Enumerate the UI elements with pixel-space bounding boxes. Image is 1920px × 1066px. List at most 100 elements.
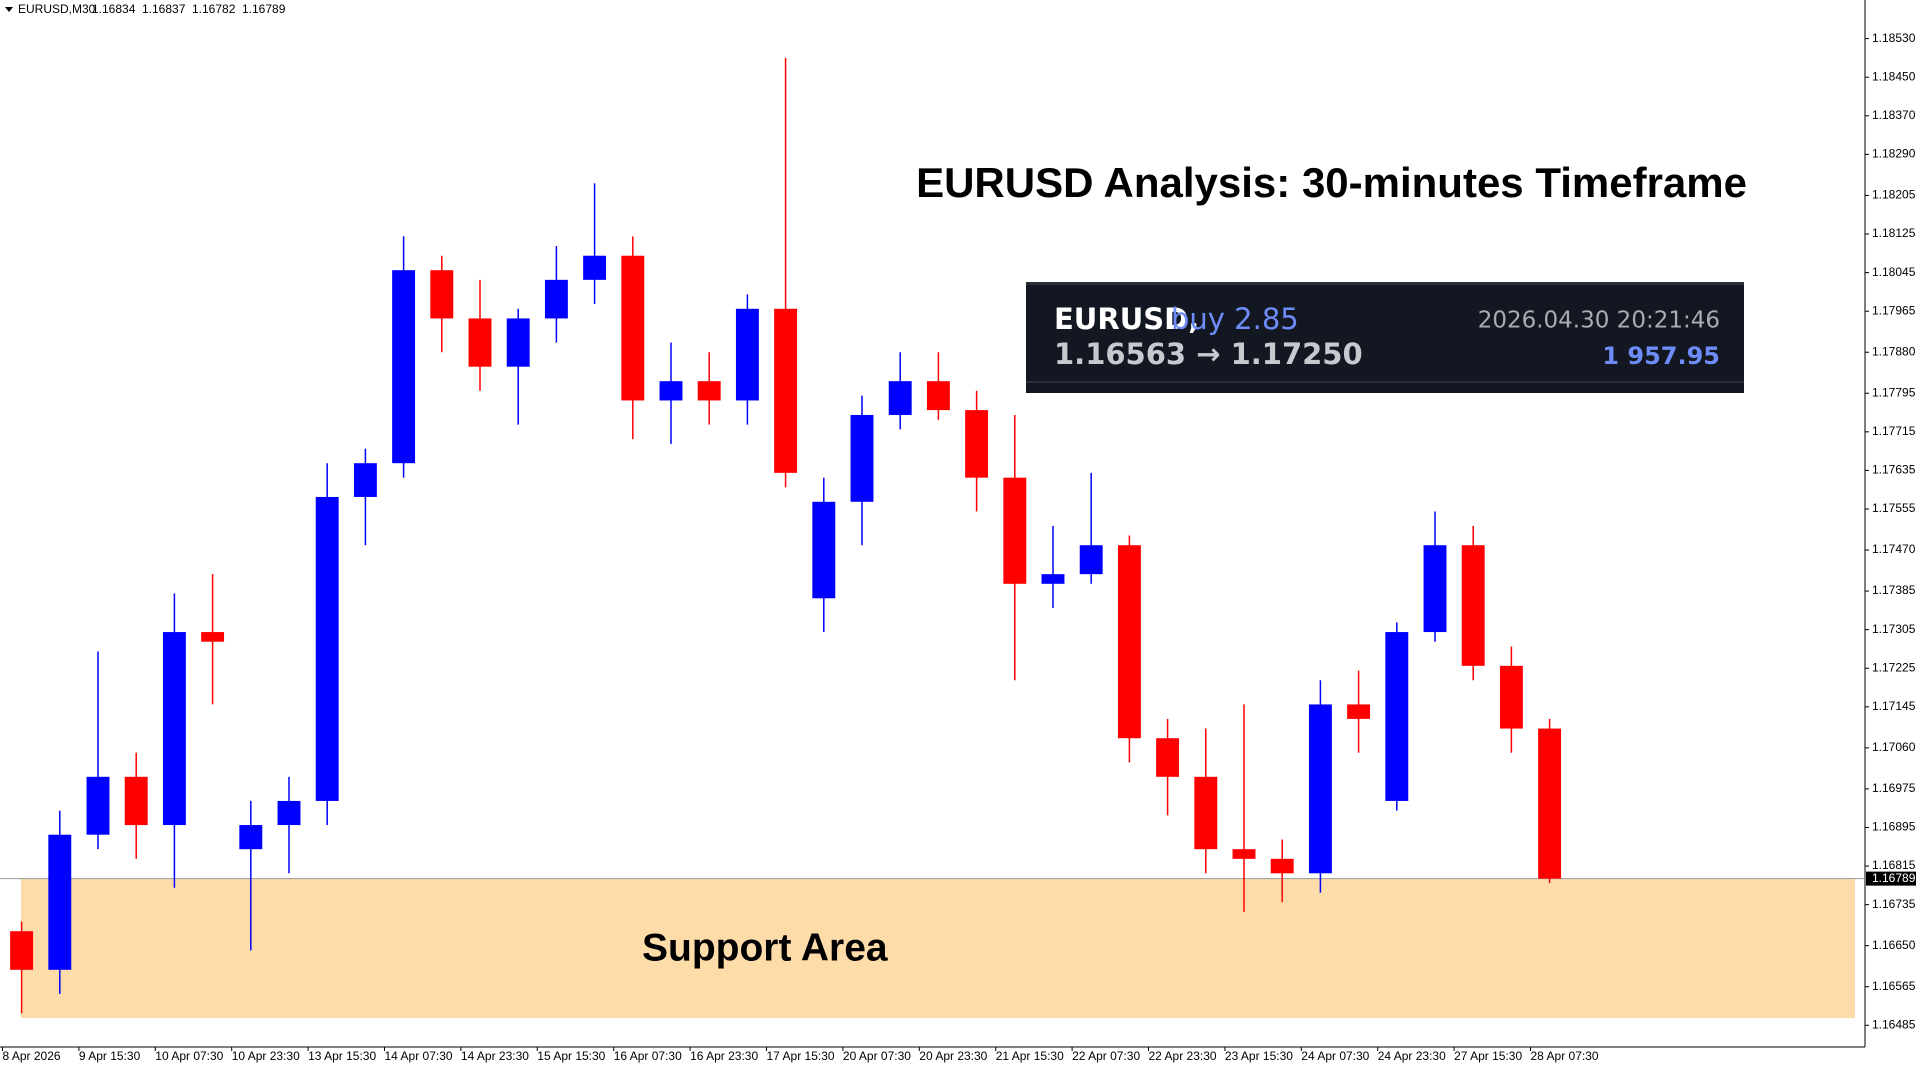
candle-body <box>735 308 759 401</box>
candle-body <box>86 776 110 835</box>
candle-body <box>1308 704 1332 874</box>
candle-body <box>1385 632 1409 801</box>
y-tick-label: 1.17965 <box>1872 303 1916 317</box>
x-tick-label: 24 Apr 07:30 <box>1301 1049 1369 1063</box>
y-tick-label: 1.16735 <box>1872 897 1916 911</box>
candle-body <box>1461 545 1485 666</box>
candle-body <box>1232 849 1256 859</box>
y-tick-label: 1.17145 <box>1872 699 1916 713</box>
x-tick-label: 24 Apr 23:30 <box>1378 1049 1446 1063</box>
candle-body <box>1538 728 1562 879</box>
x-tick-label: 13 Apr 15:30 <box>308 1049 376 1063</box>
y-tick-label: 1.18450 <box>1872 69 1916 83</box>
candle-body <box>1003 477 1027 584</box>
y-tick-label: 1.16815 <box>1872 858 1916 872</box>
candle-body <box>353 463 377 497</box>
x-tick-label: 9 Apr 15:30 <box>79 1049 141 1063</box>
candle-body <box>48 834 72 970</box>
y-tick-label: 1.17555 <box>1872 501 1916 515</box>
candle-body <box>774 308 798 473</box>
candle-body <box>506 318 530 367</box>
panel-time: 2026.04.30 20:21:46 <box>1478 308 1720 334</box>
candle-body <box>1041 574 1065 584</box>
x-tick-label: 21 Apr 15:30 <box>996 1049 1064 1063</box>
candle-body <box>10 931 34 970</box>
panel-edge <box>1026 282 1744 285</box>
price-tag-label: 1.16789 <box>1872 871 1916 885</box>
header-ohlc: 1.16782 <box>192 2 236 16</box>
chart-title: EURUSD Analysis: 30-minutes Timeframe <box>916 159 1747 206</box>
y-tick-label: 1.16975 <box>1872 781 1916 795</box>
candle-body <box>544 279 568 319</box>
y-tick-label: 1.17880 <box>1872 344 1916 358</box>
y-tick-label: 1.17225 <box>1872 660 1916 674</box>
y-tick-label: 1.18530 <box>1872 31 1916 45</box>
y-tick-label: 1.16485 <box>1872 1017 1916 1031</box>
x-tick-label: 22 Apr 07:30 <box>1072 1049 1140 1063</box>
panel-order: buy 2.85 <box>1171 302 1299 336</box>
x-tick-label: 14 Apr 23:30 <box>461 1049 529 1063</box>
candle-body <box>888 381 912 415</box>
candle-body <box>430 270 454 319</box>
x-tick-label: 8 Apr 2026 <box>3 1049 61 1063</box>
candle-body <box>392 270 416 464</box>
candle-body <box>965 410 989 478</box>
x-tick-label: 16 Apr 07:30 <box>614 1049 682 1063</box>
candle-body <box>277 800 301 826</box>
candle-body <box>201 632 225 642</box>
support-zone <box>21 878 1855 1019</box>
x-tick-label: 16 Apr 23:30 <box>690 1049 758 1063</box>
price-tag <box>1866 871 1916 886</box>
trade-panel: EURUSD, buy 2.85 2026.04.30 20:21:46 1.1… <box>1026 282 1744 393</box>
x-tick-label: 20 Apr 23:30 <box>919 1049 987 1063</box>
y-tick-label: 1.16895 <box>1872 820 1916 834</box>
candle-body <box>1347 704 1371 719</box>
x-tick-label: 10 Apr 07:30 <box>155 1049 223 1063</box>
candle-body <box>1499 665 1523 729</box>
panel-prices: 1.16563 → 1.17250 <box>1054 337 1363 371</box>
panel-bg <box>1026 282 1744 393</box>
candle-body <box>1117 545 1141 739</box>
candle-body <box>315 496 339 801</box>
y-tick-label: 1.18125 <box>1872 226 1916 240</box>
x-tick-label: 20 Apr 07:30 <box>843 1049 911 1063</box>
support-label: Support Area <box>642 927 888 970</box>
header-ohlc: 1.16837 <box>142 2 186 16</box>
y-tick-label: 1.18370 <box>1872 108 1916 122</box>
panel-symbol: EURUSD, <box>1054 302 1199 336</box>
x-tick-label: 22 Apr 23:30 <box>1149 1049 1217 1063</box>
candle-body <box>583 255 607 280</box>
menu-arrow <box>5 7 13 12</box>
candle-body <box>124 776 148 826</box>
x-tick-label: 23 Apr 15:30 <box>1225 1049 1293 1063</box>
y-tick-label: 1.17060 <box>1872 740 1916 754</box>
x-tick-label: 27 Apr 15:30 <box>1454 1049 1522 1063</box>
header-ohlc: 1.16834 <box>92 2 136 16</box>
candle-body <box>812 501 836 599</box>
y-tick-label: 1.17470 <box>1872 542 1916 556</box>
candle-body <box>162 632 186 826</box>
header-ohlc: 1.16789 <box>242 2 286 16</box>
x-tick-label: 14 Apr 07:30 <box>385 1049 453 1063</box>
x-tick-label: 15 Apr 15:30 <box>537 1049 605 1063</box>
candle-body <box>1423 545 1447 633</box>
y-tick-label: 1.18205 <box>1872 188 1916 202</box>
candle-body <box>697 381 721 401</box>
candle-body <box>1194 776 1218 850</box>
symbol-label: EURUSD,M30 <box>18 2 96 16</box>
y-tick-label: 1.17795 <box>1872 385 1916 399</box>
y-tick-label: 1.17715 <box>1872 424 1916 438</box>
candle-body <box>1270 858 1294 874</box>
y-tick-label: 1.18290 <box>1872 147 1916 161</box>
x-tick-label: 17 Apr 15:30 <box>767 1049 835 1063</box>
y-tick-label: 1.17385 <box>1872 583 1916 597</box>
x-tick-label: 28 Apr 07:30 <box>1531 1049 1599 1063</box>
candle-body <box>468 318 492 367</box>
candle-body <box>1156 738 1180 777</box>
y-tick-label: 1.17305 <box>1872 622 1916 636</box>
candle-body <box>659 381 683 401</box>
y-tick-label: 1.16650 <box>1872 938 1916 952</box>
candle-body <box>621 255 645 401</box>
